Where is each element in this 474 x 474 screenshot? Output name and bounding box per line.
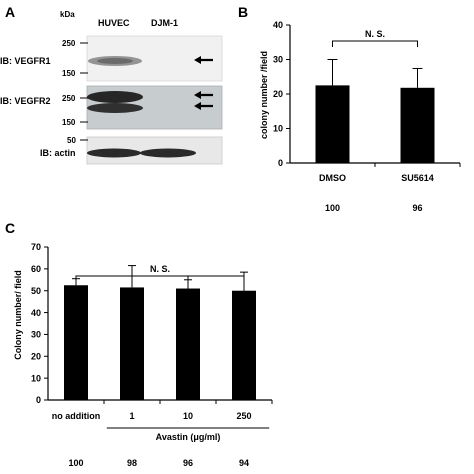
chart-c-category-label: no addition (52, 411, 101, 421)
chart-c-ylabel: Colony number/ field (13, 270, 23, 360)
chart-b-ytick-label: 0 (278, 158, 283, 168)
marker-vegfr2-150: 150 (62, 118, 76, 127)
chart-b-ylabel: colony number /field (259, 51, 269, 139)
panel-a: A kDa HUVEC DJM-1 IB: VEGFR1 250 150 IB:… (0, 4, 223, 165)
chart-c-ytick-label: 30 (31, 330, 41, 340)
chart-b-bar (315, 85, 350, 163)
arrow-icon (194, 91, 213, 99)
chart-c-group-label: Avastin (μg/ml) (156, 432, 221, 442)
chart-c-percent-label: 94 (239, 458, 249, 468)
chart-c-bar (64, 285, 88, 400)
marker-vegfr1-150: 150 (62, 69, 76, 78)
chart-c-ytick-label: 0 (36, 395, 41, 405)
chart-b-percent-label: 100 (325, 203, 340, 213)
chart-c-ytick-label: 50 (31, 286, 41, 296)
chart-c-category-label: 10 (183, 411, 193, 421)
chart-c-bar (120, 287, 144, 400)
arrow-icon (194, 56, 213, 64)
panel-a-letter: A (5, 4, 15, 20)
chart-c-ytick-label: 10 (31, 373, 41, 383)
chart-b-ytick-label: 20 (273, 89, 283, 99)
chart-b-bar (400, 87, 435, 163)
blot-label-vegfr2: IB: VEGFR2 (0, 96, 51, 106)
marker-vegfr2-250: 250 (62, 94, 76, 103)
chart-b-percent-label: 96 (412, 203, 422, 213)
panel-b-letter: B (238, 4, 248, 20)
marker-actin-50: 50 (67, 136, 76, 145)
blot-label-actin: IB: actin (40, 148, 76, 158)
lane-label-huvec: HUVEC (98, 18, 130, 28)
panel-c-letter: C (5, 220, 15, 236)
chart-c-percent-label: 96 (183, 458, 193, 468)
kda-label: kDa (60, 10, 75, 19)
chart-b-ytick-label: 40 (273, 20, 283, 30)
chart-c-percent-label: 100 (68, 458, 83, 468)
chart-c-percent-label: 98 (127, 458, 137, 468)
chart-b-annotation: N. S. (365, 29, 385, 39)
chart-b-category-label: SU5614 (401, 173, 434, 183)
chart-c-ytick-label: 70 (31, 242, 41, 252)
chart-c: C Colony number/ field 0 10 20 30 40 50 60 70 no… (5, 220, 273, 468)
chart-c-annotation: N. S. (150, 264, 170, 274)
marker-vegfr1-250: 250 (62, 39, 76, 48)
band-actin-huvec (87, 148, 141, 158)
chart-c-category-label: 250 (236, 411, 251, 421)
chart-c-ytick-label: 60 (31, 264, 41, 274)
chart-b-ytick-label: 10 (273, 124, 283, 134)
lane-label-djm1: DJM-1 (151, 18, 178, 28)
band-actin-djm1 (140, 148, 196, 158)
chart-b-significance-bracket (332, 40, 418, 47)
chart-b-ytick-label: 30 (273, 55, 283, 65)
band-vegfr2-huvec-upper (87, 91, 143, 103)
band-vegfr2-huvec-lower (87, 103, 143, 113)
chart-b-category-label: DMSO (319, 173, 346, 183)
chart-b: B colony number /field 0 10 20 30 40 DMSO 100 S… (238, 4, 461, 213)
arrow-icon (194, 102, 213, 110)
chart-c-bar (232, 290, 256, 400)
blot-label-vegfr1: IB: VEGFR1 (0, 56, 51, 66)
chart-c-significance-bracket (75, 275, 245, 282)
chart-c-ytick-label: 20 (31, 351, 41, 361)
chart-c-ytick-label: 40 (31, 308, 41, 318)
chart-c-category-label: 1 (129, 411, 134, 421)
chart-c-bar (176, 288, 200, 400)
